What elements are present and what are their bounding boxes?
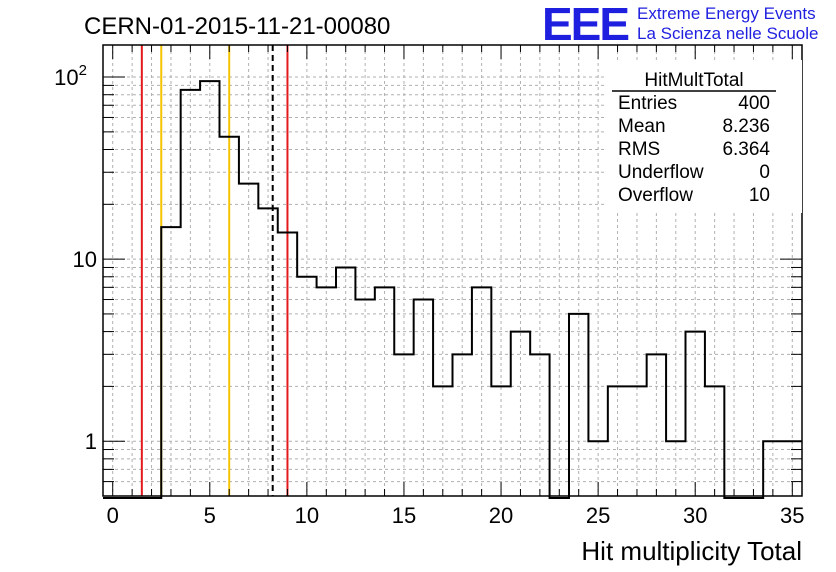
y-tick-label: 1 (85, 429, 97, 454)
stats-row-value: 10 (749, 185, 770, 206)
eee-logo: EEE Extreme Energy Events La Scienza nel… (542, 0, 818, 50)
stats-row-label: RMS (618, 139, 660, 160)
histogram-bin (608, 386, 627, 496)
histogram-bin (686, 332, 705, 496)
histogram-bin (569, 314, 588, 496)
stats-row-label: Overflow (618, 185, 693, 206)
histogram-bin (627, 386, 646, 496)
histogram-bin (453, 354, 472, 496)
x-tick-label: 30 (683, 503, 707, 528)
x-tick-label: 35 (780, 503, 804, 528)
histogram-bin (763, 441, 782, 496)
histogram-bin (647, 354, 666, 496)
histogram-bin (278, 233, 297, 496)
stats-box-title: HitMultTotal (644, 70, 743, 91)
histogram-bin (433, 386, 452, 496)
x-tick-label: 25 (586, 503, 610, 528)
histogram-bin (414, 300, 433, 496)
histogram-bin (220, 137, 239, 496)
histogram-bin (666, 441, 685, 496)
stats-row-value: 8.236 (722, 116, 770, 137)
histogram-bin (200, 81, 219, 496)
x-axis-ticks: 0 5 10 15 20 25 30 35 (107, 45, 805, 528)
histogram-bin (705, 386, 724, 496)
plot-frame (102, 44, 803, 497)
y-tick-label: 102 (54, 62, 87, 90)
x-axis-label: Hit multiplicity Total (581, 536, 802, 566)
histogram-series (103, 80, 802, 499)
stats-row-label: Mean (618, 116, 666, 137)
stats-row-label: Underflow (618, 162, 704, 183)
histogram-bin (258, 208, 277, 496)
x-tick-label: 5 (204, 503, 216, 528)
logo-line-2: La Scienza nelle Scuole (637, 24, 818, 43)
histogram-bin (239, 184, 258, 496)
histogram-bin (394, 354, 413, 496)
histogram-bin (181, 90, 200, 496)
x-tick-label: 20 (489, 503, 513, 528)
histogram-bin (375, 287, 394, 496)
histogram-bin (491, 386, 510, 496)
logo-line-1: Extreme Energy Events (637, 4, 816, 23)
histogram-bin (297, 277, 316, 496)
plot-border (102, 44, 803, 497)
stats-box: HitMultTotal Entries 400 Mean 8.236 RMS 6.364… (607, 60, 802, 213)
x-tick-label: 0 (107, 503, 119, 528)
x-tick-label: 10 (295, 503, 319, 528)
histogram-bin (161, 227, 180, 496)
logo-letters: EEE (542, 0, 628, 50)
run-title: CERN-01-2015-11-21-00080 (84, 13, 390, 40)
histogram-bin (472, 287, 491, 496)
stats-row-label: Entries (618, 93, 677, 114)
stats-rows: Entries 400 Mean 8.236 RMS 6.364 Underflow 0 Ove… (618, 93, 770, 206)
histogram-bin (530, 354, 549, 496)
vertical-markers (140, 45, 289, 496)
histogram-step-line (103, 80, 802, 499)
histogram-bin (317, 287, 336, 496)
stats-box-background (607, 60, 802, 213)
stats-row-value: 0 (759, 162, 770, 183)
stats-row-value: 400 (738, 93, 770, 114)
histogram-bin (336, 267, 355, 496)
y-tick-label: 10 (73, 247, 97, 272)
x-tick-label: 15 (392, 503, 416, 528)
y-axis-ticks: 1 10 102 (54, 62, 802, 497)
histogram-bin (355, 300, 374, 496)
stats-row-value: 6.364 (722, 139, 770, 160)
histogram-bin (511, 332, 530, 496)
